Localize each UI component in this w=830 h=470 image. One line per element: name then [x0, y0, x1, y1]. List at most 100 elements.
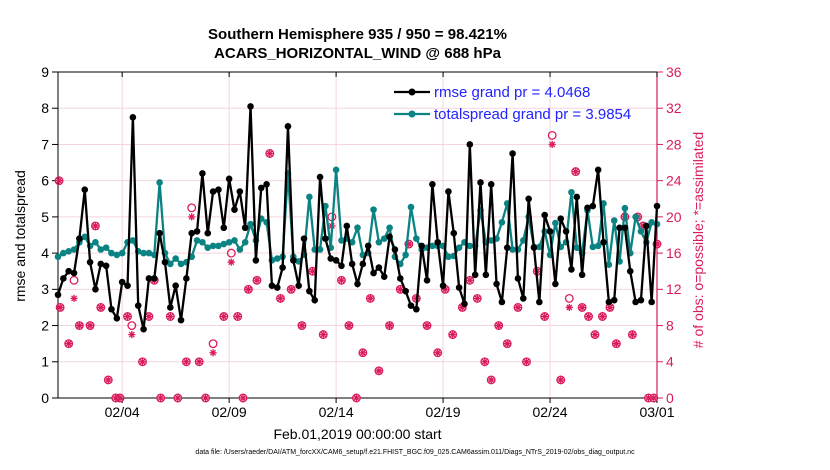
totalspread-marker [402, 251, 409, 259]
obs-assimilated-marker [628, 331, 636, 339]
obs-assimilated-marker [86, 321, 94, 330]
obs-possible-marker [194, 357, 204, 367]
obs-assimilated-marker [202, 394, 210, 402]
x-axis-label: Feb.01,2019 00:00:00 start [273, 426, 442, 442]
obs-assimilated-marker [584, 312, 593, 321]
obs-possible-marker [540, 312, 550, 321]
rmse-marker [594, 166, 602, 174]
obs-possible-marker [577, 302, 587, 312]
rmse-marker [300, 235, 308, 242]
rmse-marker [188, 229, 196, 237]
totalspread-marker [509, 246, 516, 253]
rmse-marker [316, 173, 324, 181]
legend-label-totalspread: totalspread grand pr = 3.9854 [434, 105, 632, 123]
obs-assimilated-marker [123, 312, 132, 321]
right-tick-label: 36 [666, 64, 682, 80]
totalspread-marker [60, 249, 67, 257]
obs-assimilated-marker [458, 303, 466, 312]
rmse-marker [145, 275, 153, 282]
totalspread-marker [589, 243, 597, 251]
totalspread-marker [375, 238, 383, 246]
x-tick-label: 03/01 [639, 404, 674, 420]
rmse-marker [327, 255, 335, 262]
totalspread-marker [316, 246, 324, 253]
rmse-marker [503, 244, 511, 251]
rmse-marker [578, 271, 586, 279]
obs-assimilated-marker [644, 394, 653, 402]
rmse-marker [621, 224, 629, 232]
obs-assimilated-marker [234, 312, 242, 321]
obs-possible-marker [611, 339, 621, 349]
rmse-marker [514, 275, 522, 282]
rmse-marker [81, 186, 89, 194]
left-tick-label: 3 [41, 281, 49, 297]
obs-possible-marker [238, 393, 248, 403]
totalspread-marker [54, 253, 62, 261]
rmse-marker [477, 179, 484, 186]
rmse-marker [439, 282, 447, 290]
obs-assimilated-marker [522, 358, 531, 366]
obs-possible-marker [584, 312, 593, 321]
rmse-marker [610, 296, 618, 304]
totalspread-marker [220, 240, 228, 248]
obs-possible-marker [233, 312, 243, 321]
obs-possible-marker [201, 393, 211, 403]
totalspread-marker [145, 249, 153, 257]
totalspread-marker [498, 219, 506, 226]
obs-possible-marker [138, 357, 147, 367]
rmse-marker [423, 276, 431, 284]
obs-assimilated-marker [319, 331, 327, 339]
totalspread-marker [108, 249, 115, 257]
obs-possible-marker [243, 284, 253, 294]
rmse-marker [215, 186, 222, 194]
rmse-marker [557, 215, 565, 222]
totalspread-marker [648, 219, 655, 226]
left-axis-label: rmse and totalspread [12, 170, 28, 302]
rmse-marker [359, 260, 367, 268]
obs-assimilated-marker [75, 321, 83, 330]
obs-assimilated-marker [166, 312, 174, 321]
rmse-marker [573, 193, 581, 201]
obs-possible-marker [385, 321, 395, 331]
rmse-marker [183, 275, 190, 282]
rmse-marker [279, 264, 286, 271]
rmse-marker [273, 284, 281, 291]
totalspread-marker [118, 249, 126, 257]
rmse-marker [471, 271, 479, 279]
obs-possible-marker [597, 312, 607, 321]
obs-possible-marker [433, 348, 443, 358]
rmse-marker [231, 206, 238, 213]
obs-assimilated-marker [591, 331, 599, 339]
rmse-marker [562, 228, 570, 235]
obs-assimilated-marker [308, 267, 317, 275]
totalspread-marker [632, 213, 639, 221]
obs-assimilated-marker [157, 394, 165, 402]
rmse-marker [429, 180, 436, 188]
rmse-marker [343, 222, 351, 230]
rmse-marker [482, 271, 490, 279]
rmse-marker [541, 211, 548, 219]
obs-possible-marker [286, 284, 296, 294]
obs-possible-marker [404, 239, 414, 249]
totalspread-marker [140, 249, 147, 257]
rmse-marker [268, 282, 276, 290]
rmse-marker [626, 267, 634, 275]
totalspread-marker [306, 193, 313, 201]
left-tick-label: 1 [41, 354, 49, 370]
rmse-marker [199, 170, 206, 177]
obs-possible-marker [64, 339, 74, 349]
rmse-marker [354, 280, 361, 288]
rmse-marker [637, 296, 645, 304]
rmse-marker [519, 295, 527, 302]
obs-assimilated-marker [138, 358, 147, 366]
totalspread-marker [215, 242, 222, 250]
rmse-marker [76, 235, 83, 242]
obs-possible-marker [480, 357, 490, 367]
obs-possible-marker [165, 312, 175, 321]
obs-assimilated-marker [503, 340, 511, 348]
obs-assimilated-marker [548, 140, 556, 149]
rmse-marker [589, 202, 597, 210]
rmse-marker [252, 257, 260, 264]
left-tick-label: 2 [41, 317, 49, 333]
